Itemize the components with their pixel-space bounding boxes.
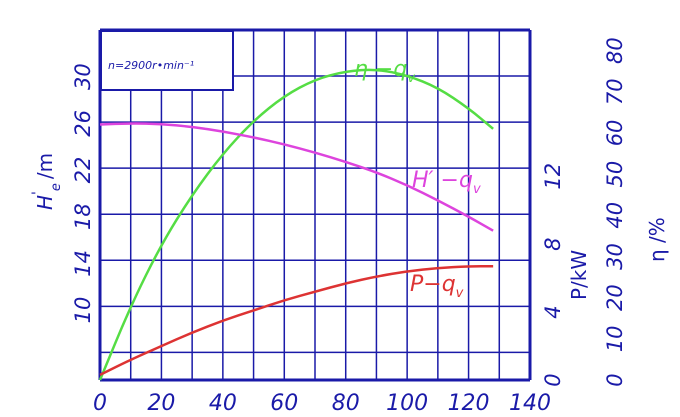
speed-annotation: n=2900r•min⁻¹ [108, 59, 194, 72]
head-curve [99, 122, 494, 232]
efficiency-curve [98, 68, 495, 381]
efficiency-tick-label: 50 [603, 161, 627, 188]
svg-text:H'e/m: H'e/m [30, 153, 64, 210]
curves [98, 68, 495, 381]
head-axis-symbol: H [33, 195, 57, 210]
power-curve-label: P−qv [410, 272, 464, 301]
power-curve [99, 265, 494, 377]
head-tick-label: 26 [71, 110, 95, 137]
power-axis-title: P/kW [567, 250, 591, 300]
efficiency-tick-label: 80 [603, 37, 627, 64]
power-tick-label: 4 [541, 305, 565, 318]
efficiency-axis-title: η /% [645, 217, 669, 262]
head-axis-title: H'e/m [30, 153, 64, 210]
head-tick-label: 22 [71, 157, 95, 184]
head-curve-label: H′ −qv [412, 168, 481, 197]
x-tick-label: 80 [332, 391, 360, 416]
power-tick-label: 12 [541, 163, 565, 190]
head-axis-sub: e [49, 183, 64, 191]
head-axis-prime: ' [30, 191, 46, 195]
x-tick-label: 20 [147, 391, 175, 416]
x-tick-label: 40 [209, 391, 237, 416]
x-tick-label: 60 [270, 391, 298, 416]
efficiency-tick-label: 10 [603, 325, 627, 352]
power-tick-label: 8 [541, 238, 565, 251]
annotation-box [100, 30, 234, 91]
efficiency-tick-label: 70 [603, 78, 627, 105]
head-tick-label: 30 [71, 63, 95, 90]
efficiency-tick-label: 40 [603, 202, 627, 229]
efficiency-tick-label: 0 [603, 373, 627, 386]
head-tick-label: 14 [71, 250, 95, 277]
head-tick-label: 10 [71, 297, 95, 324]
efficiency-tick-label: 30 [603, 243, 627, 270]
x-tick-label: 0 [93, 391, 107, 416]
head-axis-unit: /m [33, 153, 57, 179]
tick-labels: 0 20 40 60 80 100 120 1401014182226300481201020… [71, 37, 627, 416]
efficiency-curve-label: η −qv [354, 57, 415, 86]
efficiency-tick-label: 60 [603, 120, 627, 147]
efficiency-tick-label: 20 [603, 284, 627, 311]
power-tick-label: 0 [541, 373, 565, 386]
x-tick-label: 100 [386, 391, 428, 416]
x-tick-label: 140 [509, 391, 551, 416]
x-tick-label: 120 [448, 391, 490, 416]
head-tick-label: 18 [71, 203, 95, 230]
